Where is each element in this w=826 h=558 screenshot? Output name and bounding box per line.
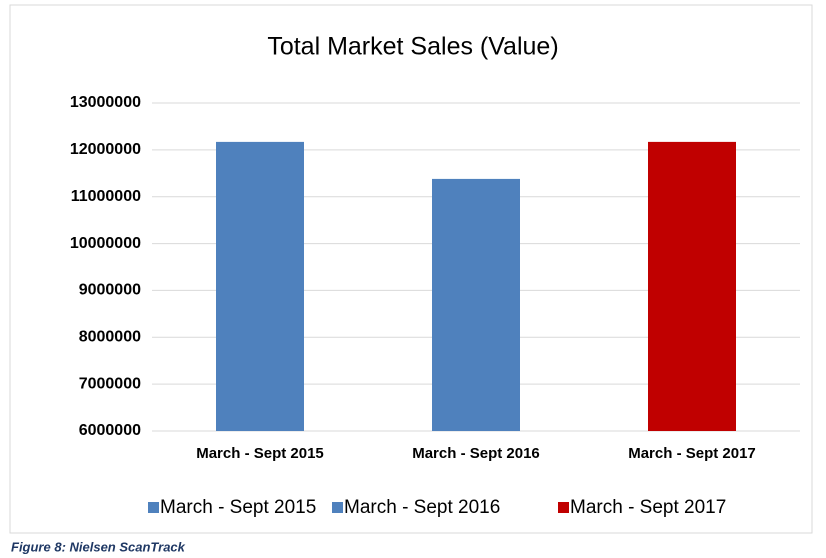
bar bbox=[648, 141, 736, 432]
legend-swatch bbox=[332, 502, 343, 513]
y-tick-label: 11000000 bbox=[71, 188, 141, 205]
legend-label: March - Sept 2015 bbox=[160, 497, 316, 518]
x-tick-label: March - Sept 2016 bbox=[412, 445, 540, 462]
y-tick-label: 7000000 bbox=[79, 375, 141, 392]
y-tick-label: 8000000 bbox=[79, 329, 141, 346]
caption: Figure 8: Nielsen ScanTrack bbox=[11, 539, 186, 554]
legend-label: March - Sept 2017 bbox=[570, 497, 726, 518]
bar bbox=[432, 178, 520, 431]
y-tick-label: 9000000 bbox=[79, 282, 141, 299]
y-tick-label: 12000000 bbox=[70, 141, 141, 158]
x-tick-label: March - Sept 2017 bbox=[628, 445, 756, 462]
y-tick-label: 10000000 bbox=[70, 235, 141, 252]
chart-title: Total Market Sales (Value) bbox=[267, 33, 558, 61]
x-tick-label: March - Sept 2015 bbox=[196, 445, 324, 462]
y-tick-label: 13000000 bbox=[70, 94, 141, 111]
y-tick-label: 6000000 bbox=[79, 422, 141, 439]
legend-swatch bbox=[148, 502, 159, 513]
legend-swatch bbox=[558, 502, 569, 513]
legend-label: March - Sept 2016 bbox=[344, 497, 500, 518]
bar bbox=[216, 141, 304, 432]
